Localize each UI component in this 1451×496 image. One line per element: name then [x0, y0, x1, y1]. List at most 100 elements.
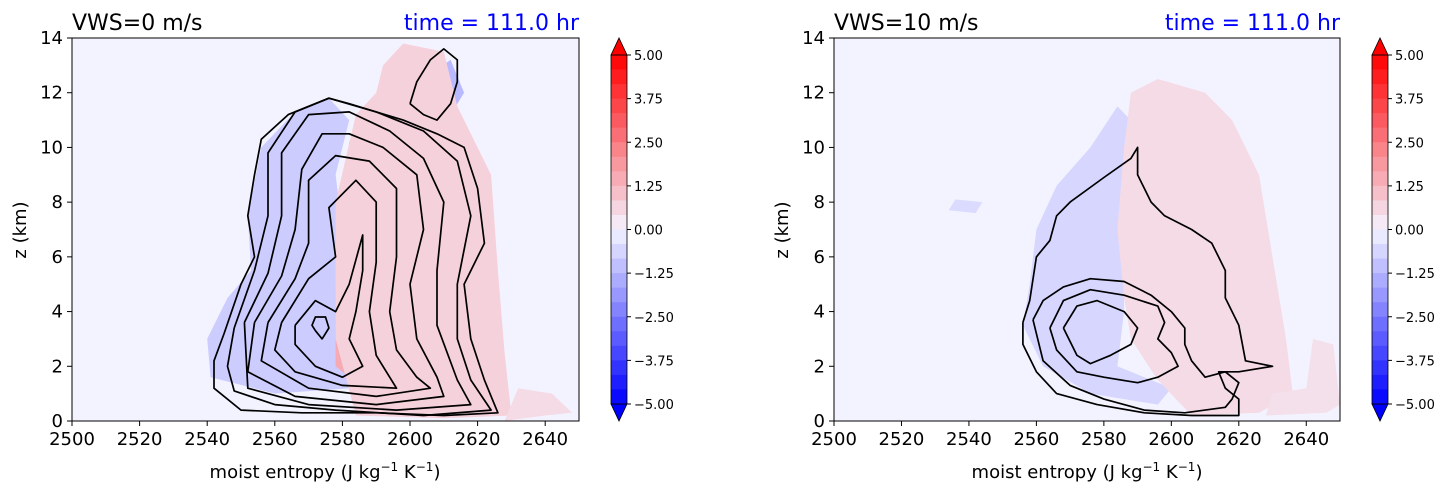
colorbar-level	[611, 229, 627, 245]
colorbar-level	[1372, 287, 1388, 303]
colorbar-level	[1372, 69, 1388, 85]
x-tick-label: 2540	[946, 429, 992, 450]
colorbar: 5.00 3.75 2.50 1.25 0.00 −1.25 −2.50 −3.75 −5.00	[1371, 37, 1435, 422]
filled-contours	[948, 79, 1340, 416]
contour-line	[213, 97, 499, 417]
colorbar-level	[1372, 84, 1388, 100]
colorbar-tick-label: 5.00	[634, 49, 663, 64]
colorbar-level	[611, 389, 627, 405]
colorbar-level	[1372, 142, 1388, 158]
y-tick-label: 8	[814, 192, 825, 213]
x-tick-label: 2600	[1148, 429, 1194, 450]
colorbar-level	[1372, 374, 1388, 391]
colorbar-level	[1372, 345, 1388, 361]
x-tick-label: 2560	[1013, 429, 1059, 450]
x-tick-label: 2520	[117, 429, 163, 450]
contour-line	[226, 97, 492, 417]
colorbar-level	[611, 287, 627, 303]
colorbar-level	[1372, 302, 1388, 318]
colorbar-level	[611, 258, 627, 274]
colorbar-level	[611, 84, 627, 100]
colorbar-level	[1372, 389, 1388, 405]
colorbar-level	[611, 127, 627, 143]
x-tick-label: 2580	[1081, 429, 1127, 450]
panel-title: VWS=0 m/s	[72, 11, 203, 36]
y-tick-label: 10	[802, 137, 825, 158]
y-tick-label: 12	[40, 83, 63, 104]
y-tick-label: 2	[52, 356, 63, 377]
x-axis-label: moist entropy (J kg−1 K−1)	[972, 460, 1203, 483]
colorbar-level	[611, 345, 627, 361]
colorbar-level	[611, 200, 627, 216]
contour-line	[409, 48, 459, 121]
colorbar-tick-label: −5.00	[634, 398, 674, 413]
contour-line	[246, 132, 445, 406]
colorbar-level	[1372, 273, 1388, 289]
panel-title: VWS=10 m/s	[834, 11, 979, 36]
x-tick-label: 2500	[49, 429, 95, 450]
x-tick-label: 2580	[319, 429, 365, 450]
x-tick-label: 2500	[811, 429, 857, 450]
time-label: time = 111.0 hr	[404, 11, 580, 36]
x-tick-label: 2540	[184, 429, 230, 450]
time-label: time = 111.0 hr	[1165, 11, 1341, 36]
colorbar-tick-label: −3.75	[634, 354, 674, 369]
contour-line	[294, 234, 364, 379]
contour-line	[243, 111, 472, 411]
colorbar-tick-label: −3.75	[1395, 354, 1435, 369]
plot-frame	[71, 37, 580, 422]
colorbar-level	[611, 185, 627, 202]
contour-line	[273, 179, 398, 390]
contour-line	[311, 316, 330, 340]
colorbar-tick-label: 1.25	[1395, 180, 1424, 195]
colorbar-level	[611, 273, 627, 289]
colorbar-tick-label: 2.50	[1395, 136, 1424, 151]
axis-ticks: 2500 2520 2540 2560 2580 2600 2620 2640 0 2 4 6 8 10 1…	[40, 28, 568, 450]
plot-frame	[833, 37, 1341, 422]
colorbar-level	[611, 331, 627, 347]
colorbar-level	[1372, 258, 1388, 274]
colorbar-level	[1372, 316, 1388, 332]
colorbar-level	[611, 214, 627, 231]
contour-line	[1049, 288, 1179, 384]
contour-line	[1062, 299, 1139, 365]
x-tick-label: 2600	[387, 429, 433, 450]
colorbar-level	[1372, 156, 1388, 172]
panel-vws10: 2500 2520 2540 2560 2580 2600 2620 2640 0 2 4 6 8 10 1…	[772, 11, 1435, 483]
y-tick-label: 14	[40, 28, 63, 49]
colorbar-level	[611, 360, 627, 376]
panel-vws0: 2500 2520 2540 2560 2580 2600 2620 2640 0 2 4 6 8 10 1…	[10, 11, 674, 483]
positive-anomaly-region	[1265, 338, 1340, 416]
colorbar-level	[611, 142, 627, 158]
x-tick-label: 2640	[522, 429, 568, 450]
colorbar-level	[1372, 331, 1388, 347]
colorbar-level	[1372, 98, 1388, 114]
colorbar-level	[611, 113, 627, 129]
y-tick-label: 4	[814, 302, 825, 323]
colorbar-level	[1372, 171, 1388, 187]
colorbar-level	[611, 374, 627, 391]
colorbar-level	[1372, 214, 1388, 231]
colorbar-tick-label: 5.00	[1395, 49, 1424, 64]
x-tick-label: 2620	[1216, 429, 1262, 450]
colorbar-level	[611, 156, 627, 172]
x-axis-label: moist entropy (J kg−1 K−1)	[210, 460, 441, 483]
y-axis-label: z (km)	[772, 201, 793, 258]
colorbar-tick-label: 0.00	[634, 224, 663, 239]
colorbar-level	[611, 244, 627, 260]
colorbar-extend-max	[610, 37, 628, 56]
colorbar-level	[1372, 127, 1388, 143]
colorbar-level	[1372, 113, 1388, 129]
colorbar-tick-label: 1.25	[634, 180, 663, 195]
colorbar-level	[611, 69, 627, 85]
contour-lines	[1022, 146, 1274, 417]
contour-line	[260, 154, 432, 398]
colorbar-tick-label: −5.00	[1395, 398, 1435, 413]
y-tick-label: 0	[52, 411, 63, 432]
colorbar-level	[611, 98, 627, 114]
colorbar-tick-label: 2.50	[634, 136, 663, 151]
colorbar-extend-min	[610, 403, 628, 422]
x-tick-label: 2620	[455, 429, 501, 450]
y-tick-label: 6	[52, 247, 63, 268]
